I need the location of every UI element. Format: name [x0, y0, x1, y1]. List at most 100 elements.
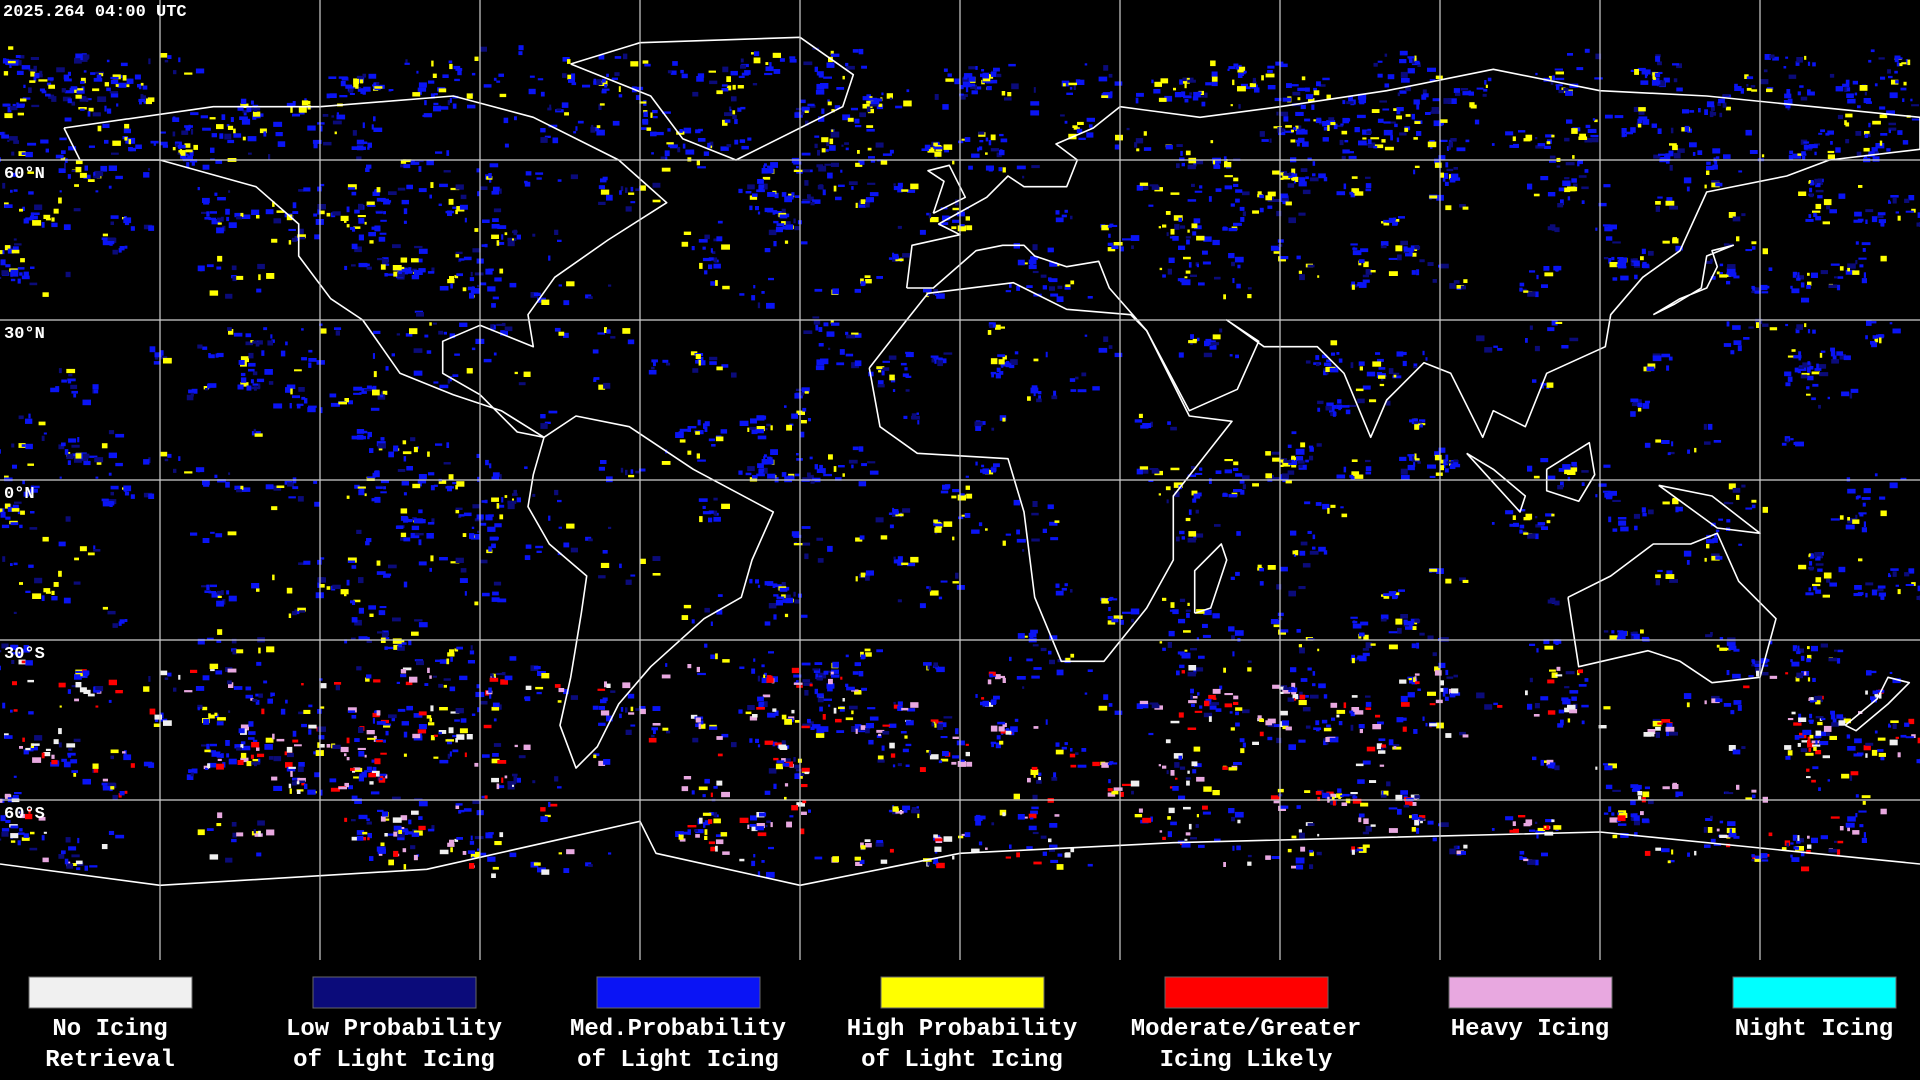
icing-pixel: [1396, 115, 1402, 120]
icing-pixel: [1672, 237, 1677, 242]
icing-pixel: [1030, 110, 1040, 116]
icing-pixel: [1534, 516, 1538, 519]
icing-pixel: [652, 573, 661, 576]
icing-pixel: [1435, 472, 1443, 476]
icing-pixel: [492, 673, 496, 677]
icing-pixel: [1313, 90, 1320, 96]
icing-pixel: [563, 300, 570, 306]
icing-pixel: [1309, 177, 1319, 182]
icing-pixel: [968, 66, 977, 70]
icing-pixel: [838, 465, 845, 468]
icing-pixel: [991, 71, 996, 77]
icing-pixel: [393, 271, 399, 277]
icing-pixel: [911, 413, 917, 419]
icing-pixel: [1793, 722, 1802, 726]
icing-pixel: [115, 433, 125, 438]
icing-pixel: [1075, 376, 1079, 380]
icing-pixel: [911, 807, 917, 812]
icing-pixel: [452, 103, 457, 109]
icing-pixel: [438, 203, 442, 206]
icing-pixel: [418, 519, 426, 524]
icing-pixel: [1796, 277, 1801, 281]
icing-pixel: [1551, 320, 1558, 326]
icing-pixel: [696, 160, 700, 166]
icing-pixel: [29, 282, 38, 286]
icing-pixel: [940, 222, 949, 225]
icing-pixel: [197, 638, 205, 645]
icing-pixel: [1726, 272, 1731, 276]
icing-pixel: [298, 107, 307, 113]
icing-pixel: [366, 263, 370, 267]
icing-pixel: [754, 51, 760, 57]
icing-pixel: [1416, 131, 1422, 136]
icing-pixel: [207, 762, 217, 768]
icing-pixel: [1668, 356, 1673, 361]
icing-pixel: [504, 326, 513, 332]
icing-pixel: [409, 328, 418, 335]
icing-pixel: [770, 425, 773, 431]
icing-pixel: [93, 172, 96, 177]
icing-pixel: [377, 443, 386, 449]
icing-pixel: [1745, 249, 1753, 252]
icing-pixel: [1296, 864, 1304, 870]
icing-pixel: [966, 225, 973, 231]
icing-pixel: [868, 739, 874, 745]
icing-pixel: [92, 88, 100, 92]
icing-pixel: [356, 145, 364, 151]
icing-pixel: [143, 224, 153, 230]
icing-pixel: [1181, 162, 1185, 167]
icing-pixel: [412, 733, 421, 739]
icing-pixel: [1483, 88, 1488, 92]
icing-pixel: [1164, 95, 1173, 102]
icing-pixel: [1228, 66, 1236, 70]
icing-pixel: [1641, 69, 1651, 75]
icing-pixel: [1838, 566, 1846, 573]
icing-pixel: [1413, 421, 1422, 424]
icing-pixel: [210, 147, 215, 153]
icing-pixel: [1370, 270, 1376, 273]
icing-pixel: [1330, 702, 1338, 708]
icing-pixel: [1189, 92, 1193, 95]
icing-pixel: [474, 601, 479, 606]
icing-pixel: [1304, 118, 1311, 122]
icing-pixel: [1432, 98, 1440, 102]
icing-pixel: [1865, 335, 1868, 340]
icing-pixel: [1378, 738, 1386, 741]
icing-pixel: [776, 223, 785, 227]
icing-pixel: [376, 486, 383, 489]
icing-pixel: [1730, 710, 1735, 715]
icing-pixel: [208, 714, 215, 719]
icing-pixel: [597, 688, 606, 691]
icing-pixel: [1028, 259, 1037, 265]
icing-pixel: [628, 192, 635, 195]
icing-pixel: [232, 276, 237, 282]
icing-pixel: [812, 316, 820, 319]
icing-pixel: [160, 356, 168, 360]
icing-pixel: [124, 221, 130, 226]
icing-pixel: [1299, 274, 1305, 281]
icing-pixel: [744, 70, 751, 75]
icing-pixel: [1715, 182, 1723, 187]
icing-pixel: [12, 172, 17, 177]
icing-pixel: [1187, 474, 1197, 477]
icing-pixel: [1817, 195, 1823, 199]
icing-pixel: [598, 384, 606, 390]
icing-pixel: [816, 468, 824, 473]
icing-pixel: [456, 646, 463, 650]
icing-pixel: [500, 330, 508, 336]
icing-pixel: [1725, 106, 1731, 111]
icing-pixel: [1309, 851, 1314, 857]
icing-pixel: [208, 217, 216, 221]
icing-pixel: [773, 220, 779, 224]
icing-pixel: [1698, 108, 1701, 113]
icing-pixel: [1033, 87, 1036, 93]
icing-pixel: [41, 595, 45, 601]
icing-pixel: [868, 156, 875, 159]
icing-pixel: [1409, 457, 1413, 461]
icing-pixel: [975, 820, 982, 826]
icing-pixel: [1087, 669, 1093, 672]
icing-pixel: [140, 82, 144, 86]
icing-pixel: [1312, 173, 1316, 177]
icing-pixel: [606, 476, 613, 483]
icing-pixel: [880, 535, 888, 540]
